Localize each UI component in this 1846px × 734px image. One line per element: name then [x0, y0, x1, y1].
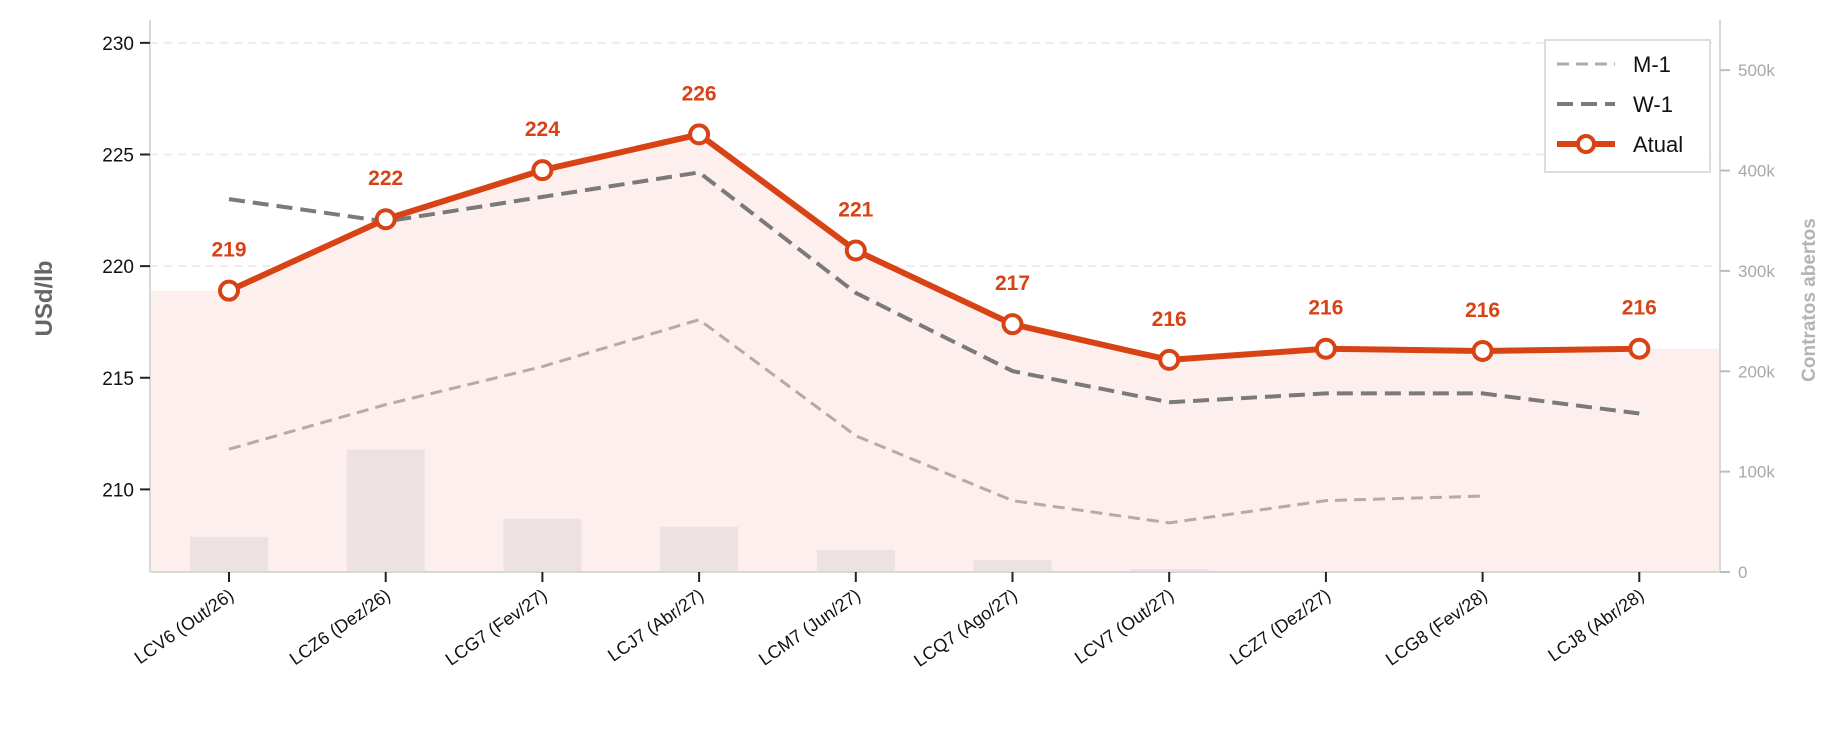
data-label: 226	[682, 82, 717, 105]
x-tick-label: LCJ8 (Abr/28)	[1544, 585, 1647, 666]
x-tick-label: LCV6 (Out/26)	[131, 585, 238, 668]
y2-tick-label: 400k	[1738, 162, 1775, 181]
y2-tick-label: 300k	[1738, 262, 1775, 281]
y2-tick-label: 200k	[1738, 362, 1775, 381]
atual-marker	[1001, 313, 1024, 336]
atual-marker	[1471, 339, 1494, 362]
open-interest-bars	[190, 449, 1209, 572]
atual-marker	[531, 159, 554, 182]
x-tick-label: LCQ7 (Ago/27)	[910, 585, 1021, 671]
data-label: 224	[525, 118, 560, 141]
data-label: 216	[1465, 299, 1500, 322]
y2-tick-label: 500k	[1738, 61, 1775, 80]
open-interest-bar	[816, 549, 895, 572]
y-tick-label: 225	[102, 145, 134, 166]
atual-marker	[218, 279, 240, 302]
data-labels: 219 222 224 226 221 217 216 216 216 216	[211, 82, 1656, 330]
legend-marker-atual	[1576, 134, 1596, 154]
y2-tick-label: 100k	[1738, 463, 1775, 482]
y-tick-label: 230	[102, 34, 134, 55]
open-interest-bar	[190, 536, 268, 572]
data-label: 216	[1152, 308, 1187, 331]
atual-marker	[844, 239, 867, 262]
x-tick-label: LCG8 (Fev/28)	[1382, 585, 1491, 670]
axes	[149, 20, 1721, 573]
area-fill	[150, 134, 1720, 572]
atual-marker	[1158, 348, 1181, 371]
atual-marker	[688, 123, 711, 146]
area-background	[150, 134, 1720, 572]
legend-label-w-1: W-1	[1633, 92, 1673, 117]
series-lines	[227, 131, 1640, 525]
atual-marker	[1314, 337, 1337, 360]
atual-marker	[374, 208, 397, 231]
data-label: 217	[995, 272, 1030, 295]
open-interest-bar	[973, 559, 1052, 572]
data-label: 216	[1622, 297, 1657, 320]
legend-label-m-1: M-1	[1633, 52, 1671, 77]
open-interest-bar	[346, 449, 425, 572]
atual-marker	[1628, 337, 1651, 360]
open-interest-bar	[1130, 568, 1209, 572]
x-tick-label: LCZ7 (Dez/27)	[1226, 585, 1334, 669]
x-tick-label: LCG7 (Fev/27)	[442, 585, 551, 670]
legend-label-atual: Atual	[1633, 132, 1683, 157]
series-line-atual	[227, 131, 1640, 363]
open-interest-bar	[503, 518, 582, 572]
y-tick-label: 220	[102, 257, 134, 278]
open-interest-bar	[660, 526, 739, 572]
y-tick-label: 215	[102, 369, 134, 390]
x-tick-label: LCV7 (Out/27)	[1071, 585, 1178, 668]
legend: M-1 W-1 Atual	[1544, 39, 1711, 173]
data-label: 216	[1308, 297, 1343, 320]
data-label: 221	[838, 198, 873, 221]
y2-axis-title: Contratos abertos	[1799, 218, 1820, 382]
y2-tick-label: 0	[1738, 563, 1747, 582]
y-tick-label: 210	[102, 480, 134, 501]
x-tick-label: LCZ6 (Dez/26)	[286, 585, 394, 669]
series-markers	[218, 123, 1651, 371]
x-tick-label: LCJ7 (Abr/27)	[604, 585, 707, 666]
series-line-m-1	[228, 318, 1483, 525]
x-tick-label: LCM7 (Jun/27)	[755, 585, 864, 670]
y-axis-title: USd/lb	[31, 261, 58, 337]
data-label: 219	[211, 239, 246, 262]
data-label: 222	[368, 167, 403, 190]
